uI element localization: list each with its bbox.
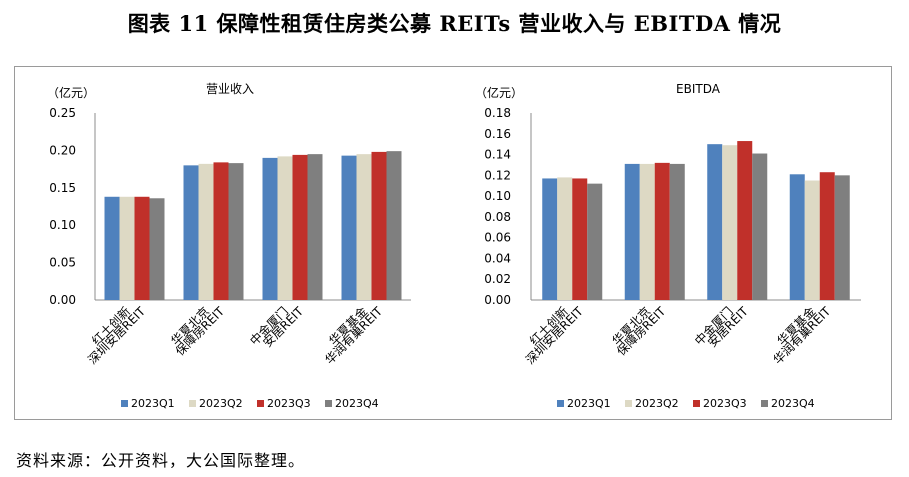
revenue-bar [307,154,323,300]
ebitda-bar [722,145,738,300]
ebitda-bar [557,177,573,300]
revenue-legend-swatch [325,400,332,407]
revenue-y-tick-label: 0.15 [49,181,76,195]
revenue-bar [119,196,135,300]
ebitda-bar [804,180,820,300]
ebitda-legend-swatch [625,400,632,407]
ebitda-y-tick-label: 0.14 [484,148,511,162]
revenue-y-tick-label: 0.00 [49,293,76,307]
revenue-bar [386,151,402,300]
ebitda-legend-swatch [557,400,564,407]
ebitda-bar [624,163,640,300]
source-note: 资料来源：公开资料，大公国际整理。 [16,451,306,470]
revenue-bar [104,196,120,300]
ebitda-legend-label: 2023Q2 [635,397,679,410]
ebitda-legend-swatch [693,400,700,407]
ebitda-bar [834,175,850,300]
ebitda-y-tick-label: 0.18 [484,106,511,120]
revenue-bar [183,165,199,300]
ebitda-bar [639,163,655,300]
revenue-bar [371,151,387,300]
revenue-bar [292,154,308,300]
revenue-y-tick-label: 0.10 [49,218,76,232]
revenue-bar [277,156,293,300]
ebitda-chart-title: EBITDA [676,82,721,96]
ebitda-legend-label: 2023Q4 [771,397,815,410]
revenue-legend-label: 2023Q1 [131,397,175,410]
ebitda-y-tick-label: 0.02 [484,272,511,286]
ebitda-bar [707,144,723,300]
revenue-legend-swatch [257,400,264,407]
ebitda-bar [669,163,685,300]
ebitda-y-tick-label: 0.16 [484,127,511,141]
revenue-legend-swatch [121,400,128,407]
ebitda-bar [654,162,670,300]
ebitda-bar [542,178,558,300]
ebitda-bar [752,153,768,300]
revenue-y-tick-label: 0.05 [49,256,76,270]
ebitda-bar [572,178,588,300]
revenue-legend-label: 2023Q2 [199,397,243,410]
revenue-legend-label: 2023Q3 [267,397,311,410]
revenue-bar [341,155,357,300]
ebitda-unit-label: （亿元） [475,85,523,100]
revenue-legend-swatch [189,400,196,407]
revenue-bar [262,157,278,300]
ebitda-y-tick-label: 0.08 [484,210,511,224]
revenue-bar [213,162,229,300]
ebitda-legend-swatch [761,400,768,407]
ebitda-y-tick-label: 0.12 [484,168,511,182]
revenue-bar [134,196,150,300]
ebitda-y-tick-label: 0.00 [484,293,511,307]
revenue-y-tick-label: 0.25 [49,106,76,120]
ebitda-bar [737,141,753,300]
revenue-bar [228,163,244,300]
revenue-bar [149,198,165,300]
chart-frame: 营业收入 （亿元） 0.00 0.05 0.10 0.15 0.20 0.25 红土创新 深圳安居… [14,66,892,420]
revenue-bar [198,163,214,300]
page-title: 图表 11 保障性租赁住房类公募 REITs 营业收入与 EBITDA 情况 [127,11,782,36]
ebitda-legend-label: 2023Q1 [567,397,611,410]
ebitda-bar [819,172,835,300]
ebitda-bar [789,174,805,300]
ebitda-y-tick-label: 0.04 [484,251,511,265]
revenue-bar [356,154,372,300]
charts-canvas: 营业收入（亿元）0.000.050.100.150.200.25红土创新深圳安居… [47,82,861,410]
revenue-y-tick-label: 0.20 [49,143,76,157]
ebitda-legend-label: 2023Q3 [703,397,747,410]
ebitda-y-tick-label: 0.06 [484,231,511,245]
revenue-legend-label: 2023Q4 [335,397,379,410]
revenue-unit-label: （亿元） [47,85,95,100]
revenue-chart-title: 营业收入 [206,82,254,96]
ebitda-bar [587,183,603,300]
ebitda-y-tick-label: 0.10 [484,189,511,203]
